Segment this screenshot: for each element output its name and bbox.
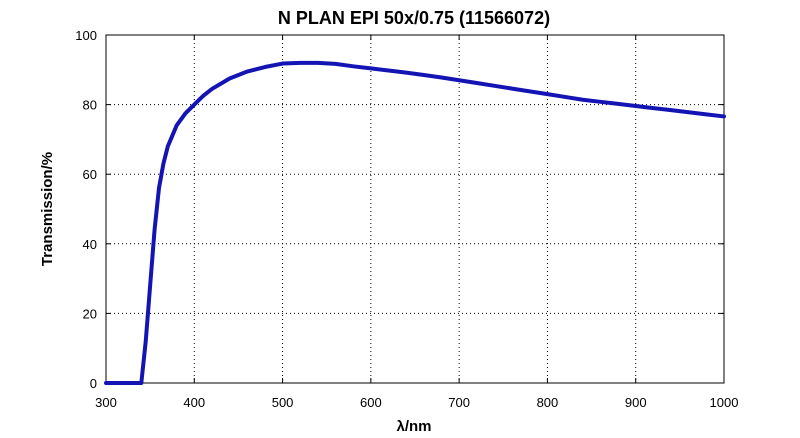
x-tick-label: 300 [95, 395, 117, 410]
y-tick-label: 80 [83, 98, 97, 113]
plot-frame [105, 34, 725, 384]
x-tick-label: 600 [360, 395, 382, 410]
axis-ticks: 300 400 500 600 700 800 900 1000 0 20 40 60 80 100 [75, 28, 738, 410]
transmission-curve [104, 60, 726, 385]
y-tick-label: 0 [90, 376, 97, 391]
x-axis-label: λ/nm [396, 418, 431, 435]
x-tick-label: 500 [272, 395, 294, 410]
series-layer [104, 60, 726, 385]
x-tick-label: 400 [183, 395, 205, 410]
x-tick-label: 800 [537, 395, 559, 410]
y-tick-label: 100 [75, 28, 97, 43]
grid-lines [106, 35, 724, 383]
chart-title: N PLAN EPI 50x/0.75 (11566072) [278, 8, 550, 28]
x-tick-label: 1000 [710, 395, 739, 410]
y-tick-label: 20 [83, 306, 97, 321]
y-tick-label: 60 [83, 167, 97, 182]
x-tick-label: 900 [625, 395, 647, 410]
y-tick-label: 40 [83, 237, 97, 252]
y-axis-label: Transmission/% [39, 152, 56, 266]
x-tick-label: 700 [448, 395, 470, 410]
